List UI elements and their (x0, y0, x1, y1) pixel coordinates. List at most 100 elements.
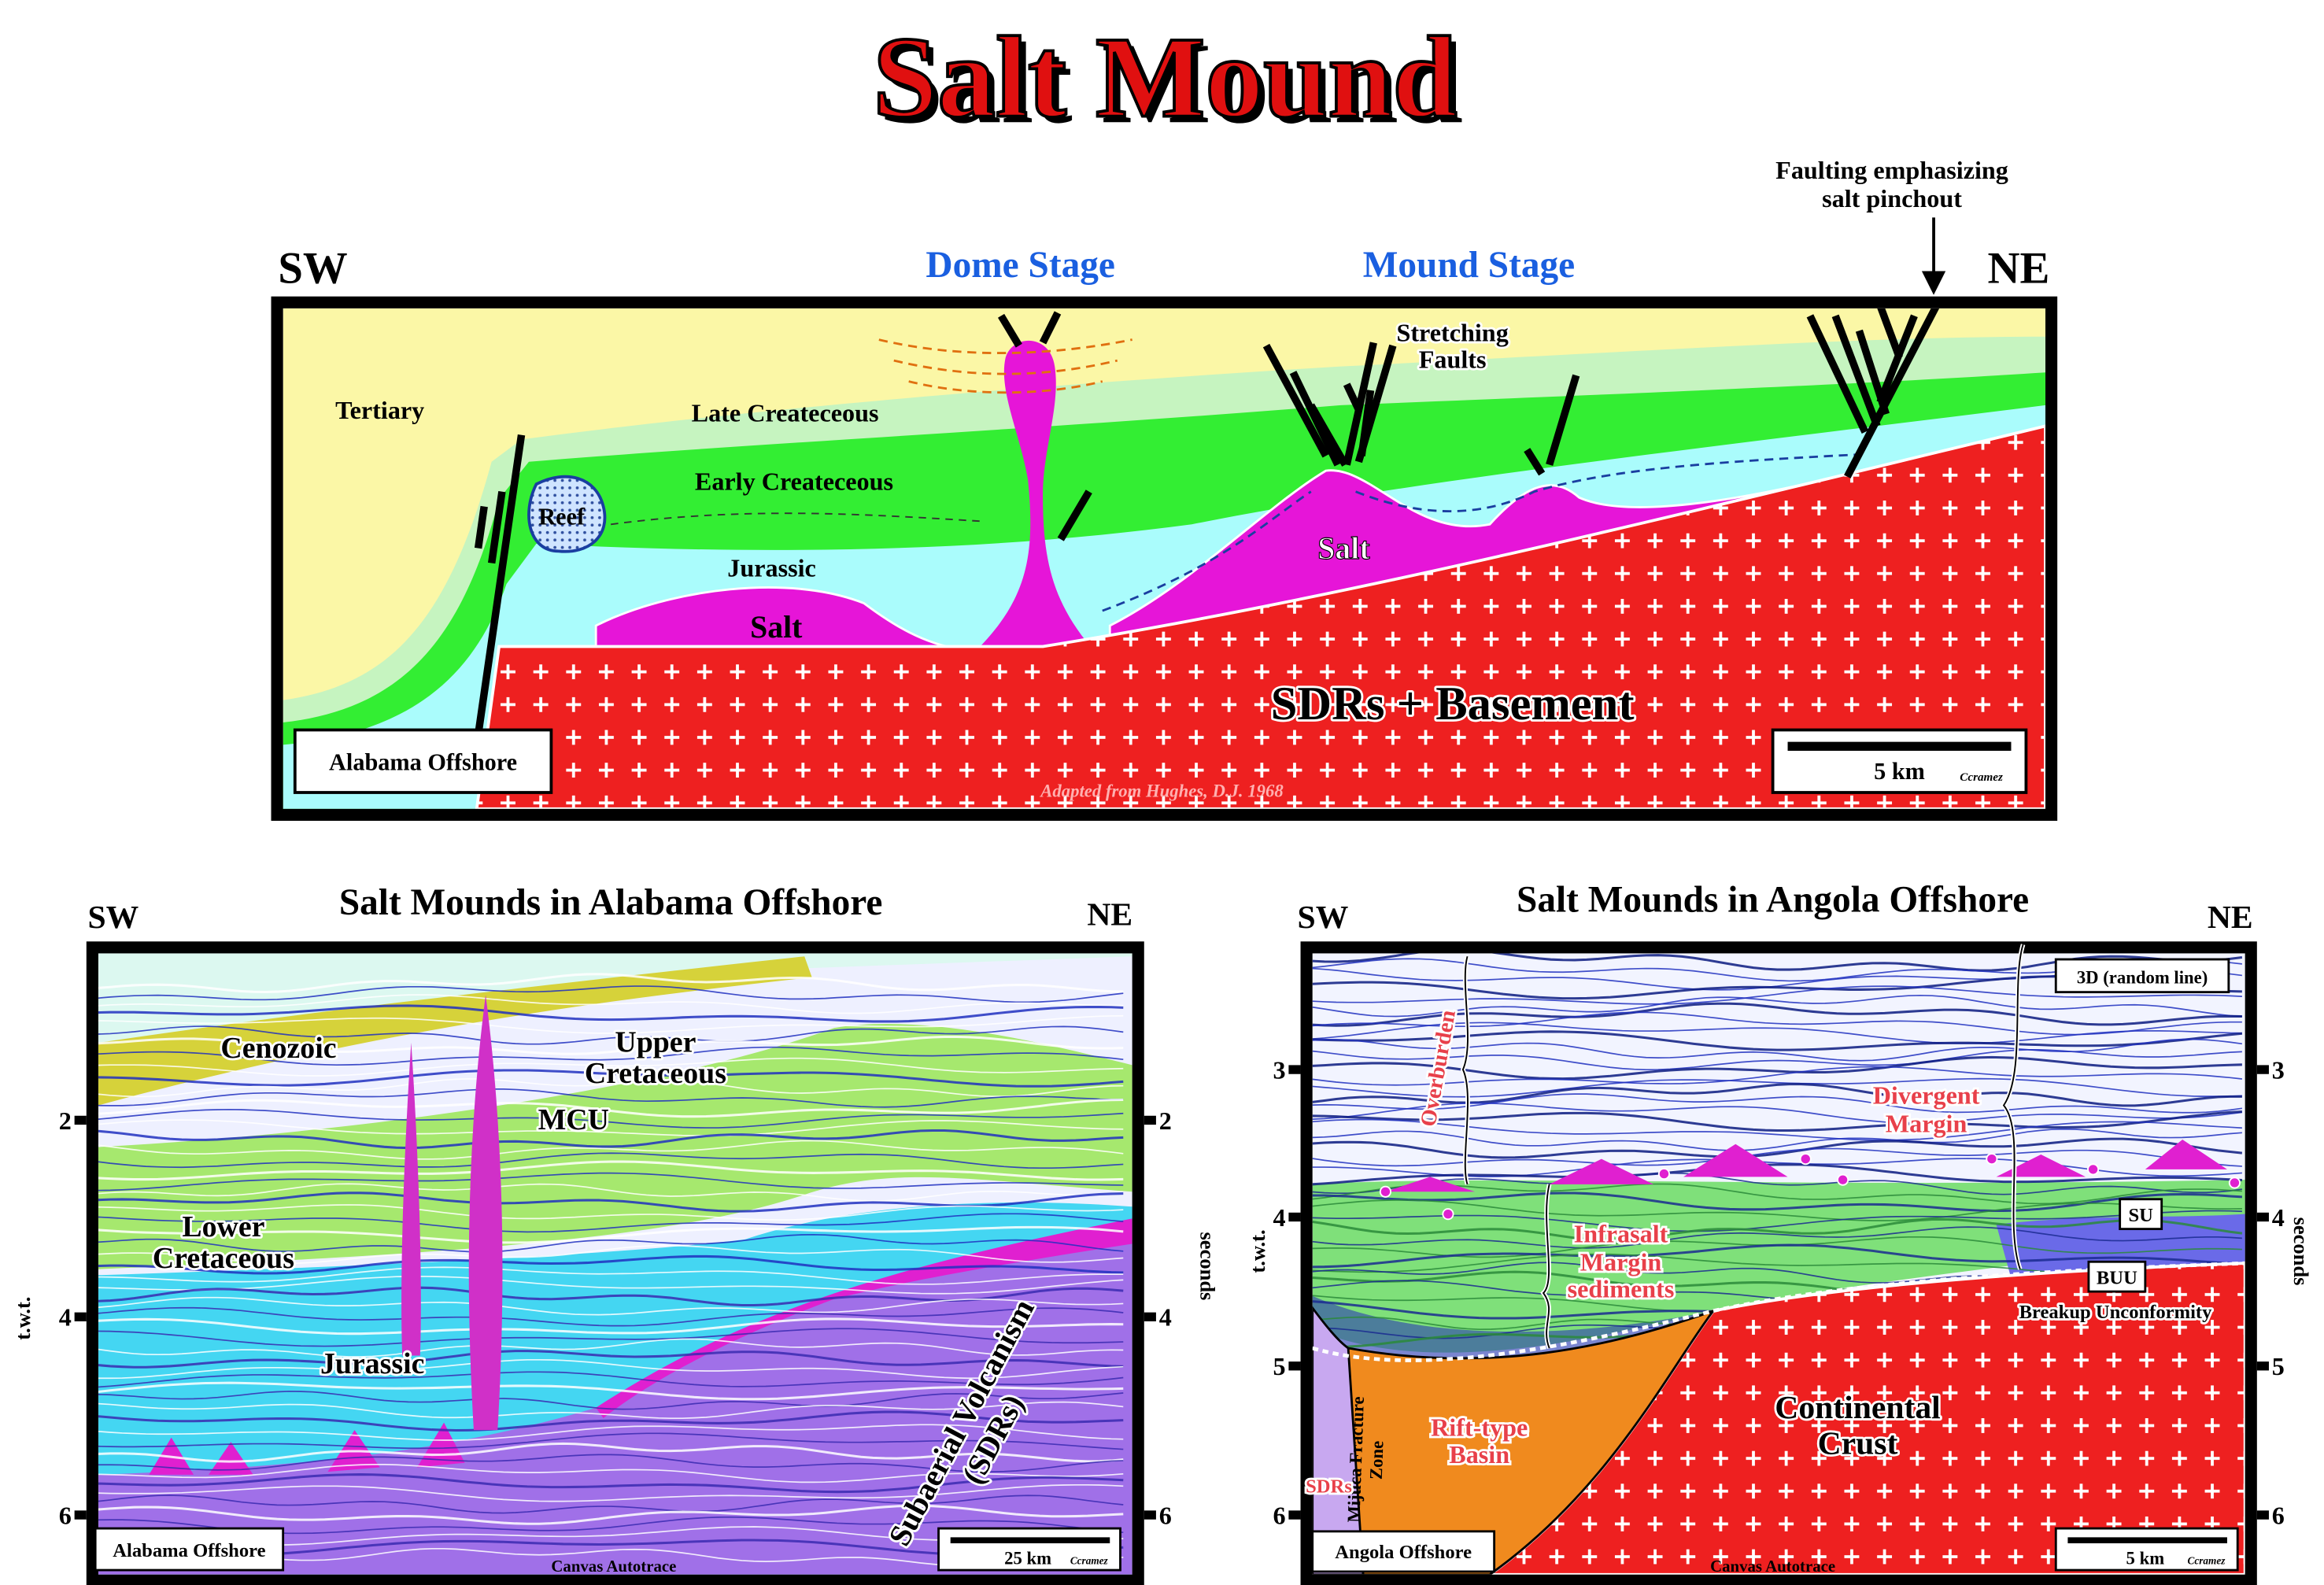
fault-note: Faulting emphasizing (1775, 156, 2008, 184)
salt-diapir (468, 995, 503, 1431)
reflector (1312, 1217, 2243, 1242)
reflector (98, 1098, 1124, 1118)
scale-label: 25 km (1004, 1549, 1051, 1568)
sw-label: SW (278, 244, 347, 294)
reef (527, 475, 607, 553)
alabama-section: Salt Mounds in Alabama Offshore SW NE Ce… (11, 882, 1220, 1585)
reflector (98, 1504, 1124, 1525)
seismic (98, 953, 1132, 1575)
tick-mark (2256, 1361, 2269, 1371)
tick-label: 6 (1159, 1501, 1172, 1529)
reflector (98, 1338, 1124, 1358)
scale-box (2054, 1527, 2239, 1572)
reflector (98, 1213, 1124, 1233)
ne-label: NE (2208, 900, 2253, 936)
reflector (98, 1244, 1124, 1265)
axis-title: t.w.t. (11, 1297, 35, 1340)
tick-mark (2256, 1212, 2269, 1222)
reflector (98, 1442, 1124, 1463)
layer-label: Upper (615, 1025, 696, 1059)
tick-mark (1144, 1312, 1156, 1321)
horizon (610, 512, 984, 526)
dome-stage: Dome Stage (926, 245, 1114, 286)
label-box (2054, 958, 2230, 994)
location-box (293, 728, 553, 794)
salt (1385, 1140, 2227, 1192)
frame (86, 941, 1144, 1585)
author: Ccramez (1960, 771, 2003, 784)
reflector (98, 1306, 1124, 1327)
top-section: SW NE Dome Stage Mound Stage Faulting em… (271, 156, 2058, 821)
scale-label: 5 km (2126, 1549, 2165, 1568)
layer-label: Jurassic (320, 1347, 424, 1380)
reflector (98, 1129, 1124, 1150)
reflector (98, 1401, 1124, 1420)
tick-mark (74, 1115, 87, 1125)
reflector (98, 973, 1124, 993)
salt-dot (1657, 1167, 1670, 1180)
tick-mark (1288, 1065, 1301, 1074)
location: Alabama Offshore (329, 749, 517, 776)
tick-label: 4 (59, 1303, 72, 1332)
reflector (98, 1046, 1124, 1066)
layer-label: Basin (1449, 1440, 1509, 1469)
horizon (1102, 453, 1863, 612)
reflector (98, 1025, 1124, 1045)
layer-label: Margin (1580, 1248, 1662, 1276)
reflector (98, 1317, 1124, 1336)
tick-mark (2256, 1065, 2269, 1074)
reflector (98, 1275, 1124, 1295)
reflector (98, 1483, 1124, 1502)
reflector (98, 1432, 1124, 1450)
layer-label: Mijuca Fracture (1343, 1396, 1368, 1523)
tick-label: 4 (1273, 1203, 1286, 1232)
tick-label: 5 (2272, 1352, 2285, 1380)
reflector (98, 1328, 1124, 1347)
reflector (98, 1035, 1124, 1055)
tick-mark (2256, 1510, 2269, 1520)
layer-label: Margin (1886, 1110, 1967, 1138)
layer-label: Salt (1317, 531, 1370, 566)
salt-dot (1379, 1185, 1392, 1198)
layer-label: Breakup Unconformity (2019, 1302, 2213, 1323)
tick-label: 6 (1273, 1501, 1286, 1529)
salt (596, 1218, 1132, 1418)
tick-mark (74, 1510, 87, 1520)
arrow-head (1921, 271, 1946, 295)
scale-label: 5 km (1874, 758, 1925, 785)
tick-label: 5 (1273, 1352, 1286, 1380)
salt-diapir (401, 1043, 421, 1356)
dashed-arch (878, 338, 1132, 394)
reflector (98, 1172, 1124, 1192)
reflector (98, 1160, 1124, 1181)
tick-mark (1144, 1510, 1156, 1520)
angola-section: Salt Mounds in Angola Offshore SW NE 3D … (1246, 879, 2313, 1585)
reflector (98, 1254, 1124, 1275)
reflector (98, 1266, 1124, 1285)
reflector (98, 1233, 1124, 1253)
reflector (98, 1225, 1124, 1244)
reflector (98, 1391, 1124, 1410)
salt-dot (1837, 1173, 1849, 1186)
reflector (98, 1464, 1124, 1483)
layer-label: Salt (750, 610, 803, 645)
location: Angola Offshore (1335, 1542, 1472, 1563)
layer-label: Late Createceous (692, 399, 879, 427)
source: Adapted from Hughes, D.J. 1968 (1039, 781, 1284, 801)
label-box (2087, 1260, 2147, 1293)
reflector (98, 1183, 1124, 1202)
layer-label: Cretaceous (153, 1242, 294, 1275)
sw-label: SW (87, 900, 139, 936)
sdrs-layer (1312, 1306, 1365, 1575)
layer-label: Lower (182, 1210, 264, 1243)
frame (271, 296, 2058, 821)
layer-label: Zone (1366, 1440, 1387, 1480)
layer-label: Reef (538, 503, 586, 530)
reflector (1312, 1199, 2242, 1221)
reflector (98, 1014, 1124, 1034)
credit: Canvas Autotrace (1710, 1557, 1835, 1576)
layer-label: BUU (2097, 1268, 2137, 1289)
reflector (98, 1473, 1124, 1494)
tick-label: 3 (1273, 1055, 1286, 1084)
